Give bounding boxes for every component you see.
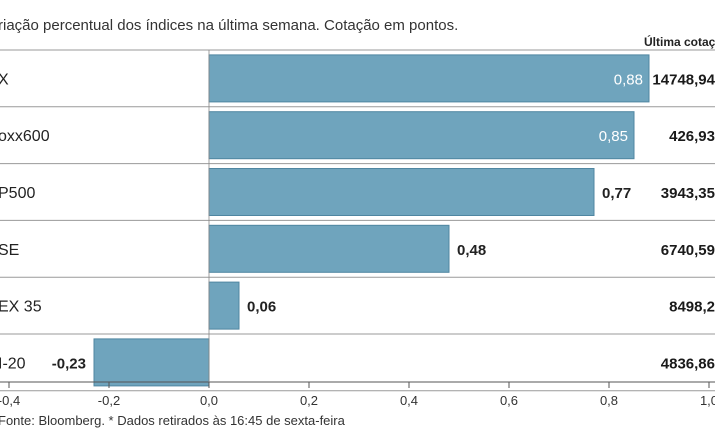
category-label: I-20	[0, 355, 26, 372]
category-label: SE	[0, 242, 19, 259]
last-quote: 8498,2	[669, 299, 715, 316]
category-label: P500	[0, 185, 35, 202]
bar	[208, 281, 240, 330]
bar	[93, 338, 210, 387]
bar	[208, 224, 450, 273]
value-label: 0,48	[457, 242, 486, 259]
last-quote: 3943,35	[661, 185, 715, 202]
category-label: EX 35	[0, 299, 42, 316]
value-label: 0,77	[602, 185, 631, 202]
chart-source-note: Fonte: Bloomberg. * Dados retirados às 1…	[0, 413, 345, 428]
bar	[208, 54, 650, 103]
value-label: 0,88	[614, 71, 643, 88]
category-label: oxx600	[0, 128, 50, 145]
x-tick-label: 0,2	[300, 393, 318, 408]
x-tick-label: 0,4	[400, 393, 418, 408]
x-tick-label: 1,0	[700, 393, 715, 408]
bar	[208, 168, 595, 216]
value-label: 0,85	[599, 128, 628, 145]
bar-chart: X 0,88 14748,94 oxx600 0,85 426,93 P500 0,77 394…	[0, 49, 715, 408]
x-tick-label: -0,2	[98, 393, 120, 408]
value-label: 0,06	[247, 299, 276, 316]
last-quote: 4836,86	[661, 355, 715, 372]
last-quote: 426,93	[669, 128, 715, 145]
x-tick-label: 0,6	[500, 393, 518, 408]
last-quote-header: Última cotaç	[644, 35, 715, 49]
last-quote: 14748,94	[652, 71, 715, 88]
value-label: -0,23	[52, 355, 86, 372]
last-quote: 6740,59	[661, 242, 715, 259]
x-tick-label: 0,0	[200, 393, 218, 408]
x-tick-label: -0,4	[0, 393, 20, 408]
x-tick-label: 0,8	[600, 393, 618, 408]
category-label: X	[0, 71, 9, 88]
chart-subtitle: riação percentual dos índices na última …	[0, 17, 459, 34]
bar	[208, 111, 635, 160]
